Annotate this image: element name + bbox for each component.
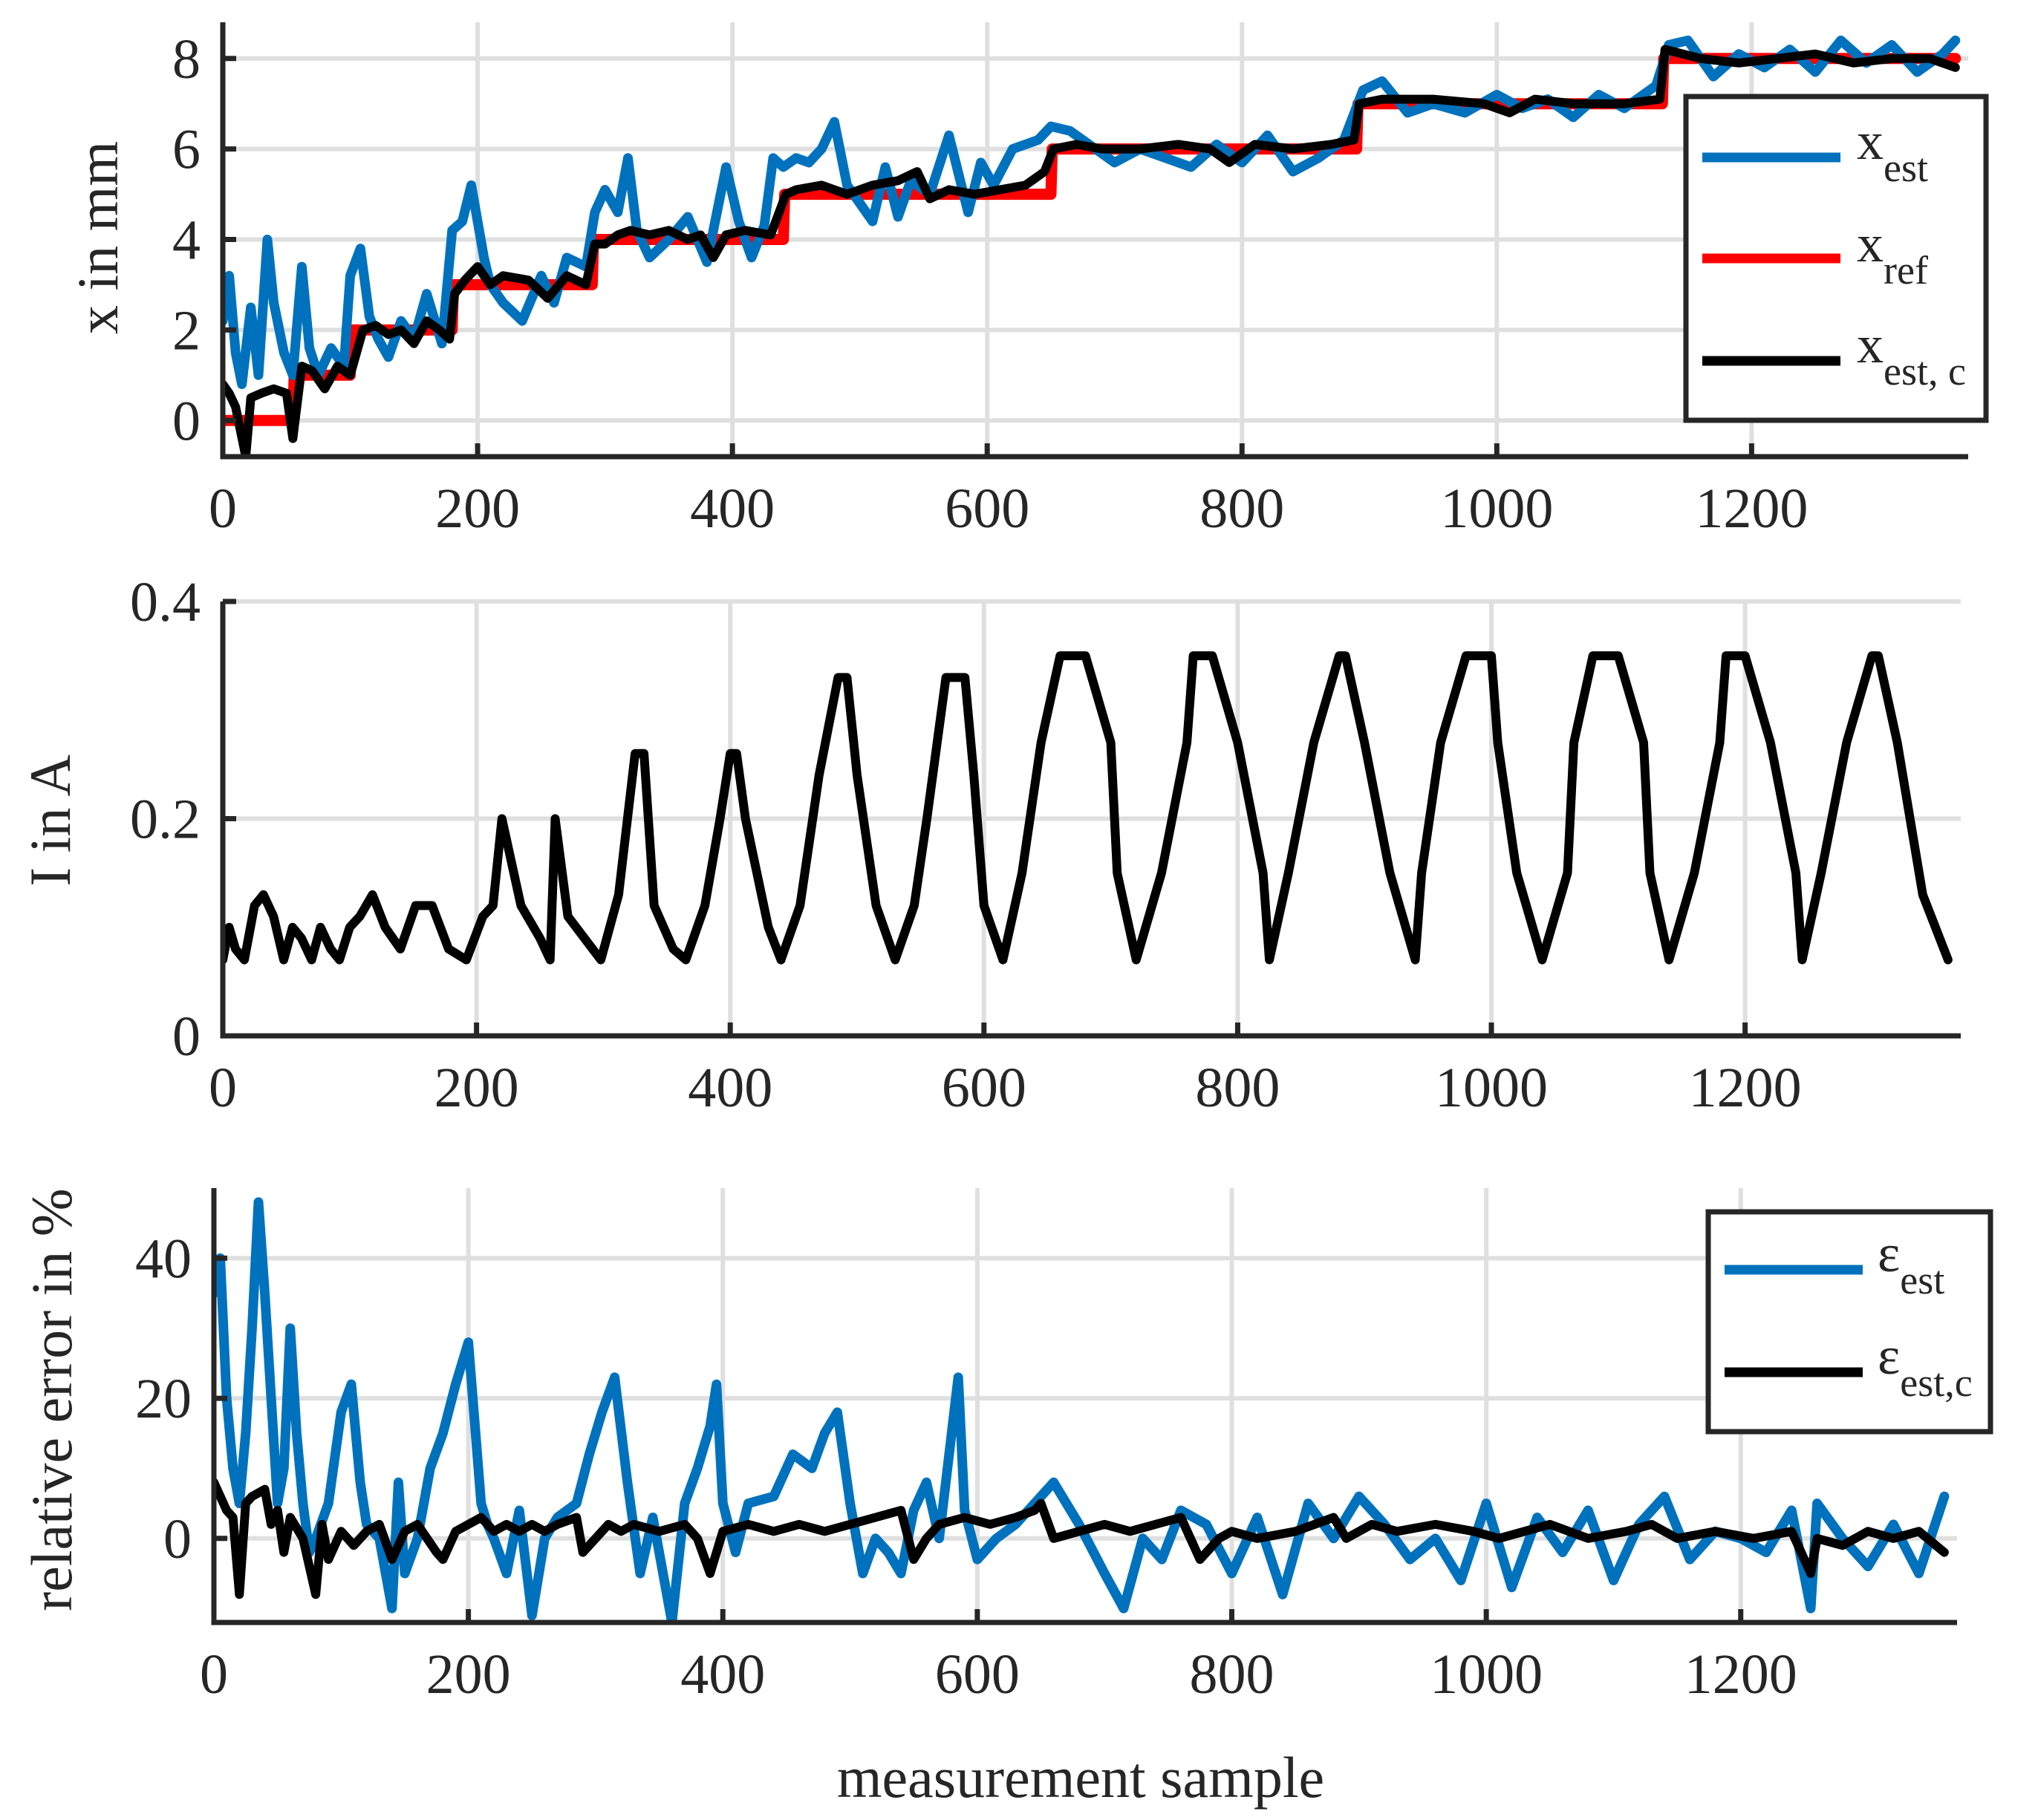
current-series-i: [223, 651, 1953, 965]
current-series: [223, 651, 1953, 965]
position-xtick-label: 1200: [1695, 477, 1808, 540]
error-xtick-label: 400: [680, 1643, 765, 1706]
error-legend-box: [1705, 1209, 1993, 1435]
error-xtick-label: 0: [200, 1643, 228, 1706]
error-xtick-label: 1200: [1684, 1643, 1797, 1706]
error-ytick-label: 40: [135, 1227, 192, 1290]
position-series: [223, 35, 1962, 457]
current-xtick-label: 1200: [1689, 1057, 1802, 1119]
current-xtick-label: 400: [688, 1057, 772, 1119]
current-panel: 0 200 400 600 800 1000 1200 0 0.2 0.4 I in A: [18, 571, 1961, 1119]
error-panel: 0 200 400 600 800 1000 1200 0 20 40 relative erro…: [19, 1188, 1993, 1810]
error-xtick-label: 800: [1190, 1643, 1274, 1706]
current-ytick-label: 0: [172, 1005, 201, 1068]
position-ytick-label: 8: [172, 28, 201, 91]
position-xtick-label: 200: [435, 477, 520, 540]
position-xtick-label: 800: [1199, 477, 1284, 540]
position-ytick-label: 6: [172, 119, 201, 181]
position-xtick-label: 0: [209, 477, 237, 540]
legend-label-x-est: xest: [1857, 111, 1928, 190]
current-xtick-label: 0: [209, 1057, 237, 1119]
current-axes: [220, 598, 1961, 1039]
error-xtick-label: 600: [935, 1643, 1020, 1706]
error-xtick-label: 1000: [1430, 1643, 1543, 1706]
current-y-axis-label: I in A: [18, 754, 82, 887]
current-xtick-label: 200: [434, 1057, 519, 1119]
current-tick-labels: 0 200 400 600 800 1000 1200 0 0.2 0.4: [130, 571, 1802, 1119]
legend-label-eps-est-c: εest,c: [1878, 1326, 1973, 1405]
position-axes: [220, 22, 1968, 460]
position-ytick-label: 4: [172, 209, 201, 272]
position-xtick-label: 600: [945, 477, 1029, 540]
error-x-axis-label: measurement sample: [837, 1745, 1324, 1810]
error-tick-labels: 0 200 400 600 800 1000 1200 0 20 40: [135, 1227, 1797, 1706]
current-ytick-label: 0.4: [130, 571, 201, 633]
position-y-axis-label: x in mm: [65, 141, 130, 334]
position-series-x-est-c: [223, 45, 1960, 457]
error-xtick-label: 200: [426, 1643, 511, 1706]
error-axes: [211, 1188, 1957, 1625]
position-xtick-label: 1000: [1440, 477, 1553, 540]
position-legend: xest xref xest, c: [1683, 94, 1989, 423]
current-xtick-label: 1000: [1435, 1057, 1548, 1119]
error-series-eps-est: [214, 1197, 1950, 1622]
current-ytick-label: 0.2: [130, 789, 201, 851]
error-ytick-label: 0: [163, 1508, 192, 1571]
position-xtick-label: 400: [690, 477, 775, 540]
position-ytick-label: 0: [172, 390, 201, 452]
error-grid: [212, 1188, 1957, 1622]
error-series: [214, 1197, 1950, 1622]
error-y-axis-label: relative error in %: [19, 1188, 84, 1611]
position-ytick-label: 2: [172, 299, 201, 362]
legend-label-eps-est: εest: [1878, 1224, 1944, 1302]
position-panel: 0 200 400 600 800 1000 1200 0 2 4 6 8 x in mm xest …: [65, 22, 1989, 540]
position-tick-labels: 0 200 400 600 800 1000 1200 0 2 4 6 8: [172, 28, 1808, 540]
legend-label-x-ref: xref: [1857, 214, 1928, 293]
current-xtick-label: 800: [1195, 1057, 1280, 1119]
legend-label-x-est-c: xest, c: [1857, 315, 1966, 394]
error-series-eps-est-c: [214, 1478, 1949, 1599]
current-xtick-label: 600: [942, 1057, 1026, 1119]
error-legend: εest εest,c: [1705, 1209, 1993, 1435]
error-ytick-label: 20: [135, 1368, 192, 1430]
